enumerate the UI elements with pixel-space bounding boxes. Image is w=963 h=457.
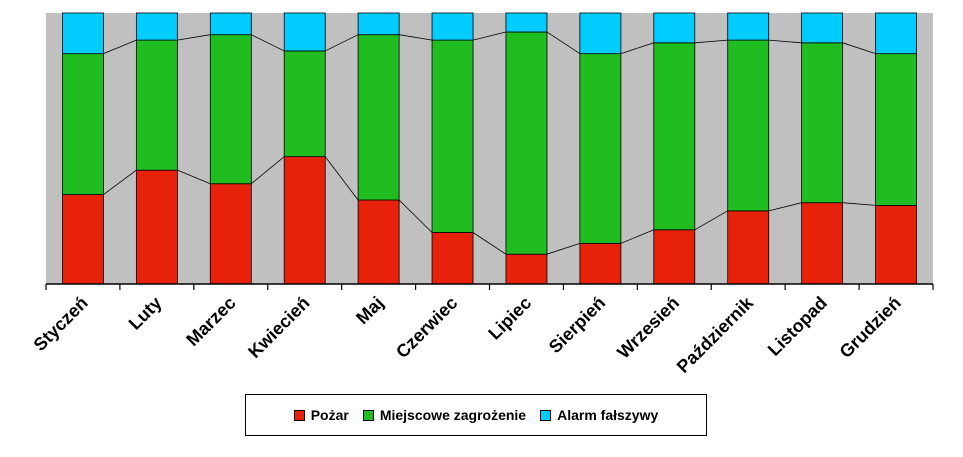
series-line-1-1 <box>103 169 137 195</box>
series-line-1-4 <box>324 156 359 201</box>
series-line-1-2 <box>177 169 211 185</box>
legend-item-pozar: Pożar <box>293 407 349 423</box>
x-tick-label-8: Sierpień <box>545 293 609 357</box>
series-line-2-7 <box>546 31 581 54</box>
legend-label-pozar: Pożar <box>310 407 349 423</box>
bar-segment-1-4 <box>283 156 326 285</box>
bar-segment-2-5 <box>357 34 400 201</box>
series-line-1-7 <box>546 242 581 255</box>
bar-segment-2-11 <box>801 42 844 204</box>
x-tick-label-11: Listopad <box>764 293 831 360</box>
series-line-1-3 <box>251 156 285 185</box>
x-tick-label-5: Maj <box>352 293 387 328</box>
bar-segment-1-12 <box>875 205 917 285</box>
legend: Pożar Miejscowe zagrożenie Alarm fałszyw… <box>245 394 707 436</box>
bar-segment-1-8 <box>579 242 622 285</box>
legend-swatch-miejscowe <box>362 409 374 421</box>
bar-segment-1-1 <box>62 194 104 285</box>
legend-item-alarm: Alarm fałszywy <box>540 407 658 423</box>
bar-segment-1-9 <box>653 229 696 285</box>
bar-segment-3-2 <box>135 12 178 41</box>
bar-segment-1-10 <box>727 210 770 285</box>
bar-segment-3-8 <box>579 12 622 55</box>
series-line-2-5 <box>399 34 433 41</box>
series-line-1-10 <box>768 202 802 212</box>
series-line-2-2 <box>177 34 211 41</box>
legend-item-miejscowe: Miejscowe zagrożenie <box>362 407 527 423</box>
series-line-2-4 <box>325 34 359 52</box>
x-tick-label-2: Luty <box>125 293 166 334</box>
bar-segment-2-1 <box>62 53 104 195</box>
series-line-2-6 <box>472 31 507 41</box>
series-line-2-8 <box>620 42 654 55</box>
series-line-2-11 <box>842 42 876 55</box>
plot-area <box>46 13 933 284</box>
bar-segment-1-7 <box>505 253 548 285</box>
bar-segment-2-9 <box>653 42 696 231</box>
series-line-2-1 <box>103 39 137 55</box>
bar-segment-1-3 <box>209 183 252 285</box>
bar-segment-3-4 <box>283 12 326 52</box>
bar-segment-3-3 <box>209 12 252 36</box>
x-axis: Styczeń Luty Marzec Kwiecień Maj Czerwiec Lipi… <box>30 283 934 377</box>
bars-layer <box>62 12 917 285</box>
legend-swatch-pozar <box>293 409 305 421</box>
x-tick-label-6: Czerwiec <box>392 293 461 362</box>
bar-segment-2-10 <box>727 39 770 212</box>
bar-segment-3-12 <box>875 12 917 55</box>
bar-segment-2-7 <box>505 31 548 255</box>
bar-segment-3-1 <box>62 12 104 55</box>
bar-segment-3-11 <box>801 12 844 44</box>
series-line-1-11 <box>842 202 876 206</box>
x-tick-label-9: Wrzesień <box>613 293 683 363</box>
x-tick-label-3: Marzec <box>182 293 239 350</box>
bar-segment-1-11 <box>801 202 844 285</box>
series-line-1-5 <box>398 199 433 233</box>
bar-segment-1-5 <box>357 199 400 285</box>
bar-segment-1-2 <box>135 169 178 285</box>
bar-segment-1-6 <box>431 232 474 285</box>
series-line-1-6 <box>472 232 507 255</box>
x-tick-label-12: Grudzień <box>836 293 905 362</box>
x-tick-label-1: Styczeń <box>30 293 92 355</box>
series-line-2-9 <box>694 39 728 44</box>
bar-segment-3-9 <box>653 12 696 44</box>
series-lines-layer <box>103 31 876 255</box>
legend-label-miejscowe: Miejscowe zagrożenie <box>379 407 527 423</box>
series-line-2-3 <box>251 34 285 52</box>
x-tick-label-4: Kwiecień <box>244 293 313 362</box>
bar-segment-2-2 <box>135 39 178 171</box>
bar-segment-2-12 <box>875 53 917 206</box>
x-tick-label-10: Październik <box>673 292 758 377</box>
legend-swatch-alarm <box>540 409 552 421</box>
bar-segment-2-3 <box>209 34 252 185</box>
bar-segment-3-5 <box>357 12 400 36</box>
bar-segment-3-6 <box>431 12 474 41</box>
series-line-1-9 <box>694 210 728 231</box>
legend-label-alarm: Alarm fałszywy <box>557 407 659 423</box>
bar-segment-2-8 <box>579 53 622 244</box>
bar-segment-3-7 <box>505 12 548 33</box>
x-tick-label-7: Lipiec <box>484 293 535 344</box>
bar-segment-2-6 <box>431 39 474 233</box>
bar-segment-2-4 <box>283 50 326 158</box>
series-line-1-8 <box>620 229 654 244</box>
bar-segment-3-10 <box>727 12 770 41</box>
series-line-2-10 <box>768 39 802 44</box>
